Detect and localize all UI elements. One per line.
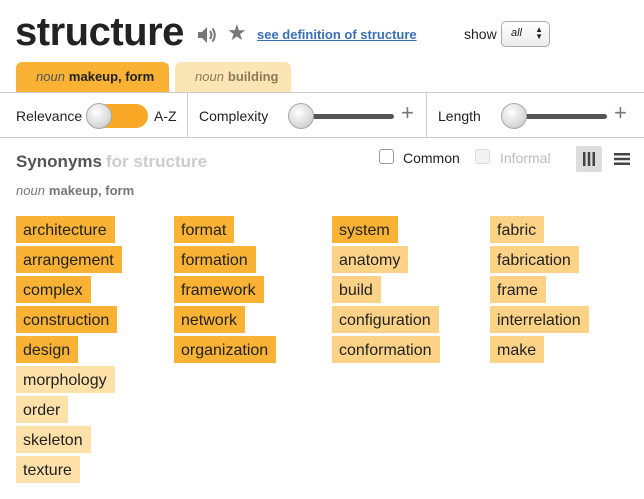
column-view-button[interactable] [576, 146, 602, 172]
tab-makeup-form[interactable]: noun makeup, form [16, 62, 169, 92]
page-title: structure [15, 10, 184, 54]
definition-link[interactable]: see definition of structure [257, 27, 417, 42]
synonym-link[interactable]: texture [16, 456, 80, 483]
synonym-link[interactable]: architecture [16, 216, 115, 243]
synonym-link[interactable]: arrangement [16, 246, 122, 273]
list-icon [614, 153, 630, 165]
divider [187, 93, 188, 137]
length-label: Length [438, 108, 481, 124]
synonym-link[interactable]: network [174, 306, 246, 333]
list-view-button[interactable] [609, 146, 635, 172]
select-arrows-icon: ▲ ▼ [535, 25, 543, 41]
show-select[interactable]: all ▲ ▼ [501, 21, 550, 47]
show-select-value: all [511, 27, 523, 39]
synonym-link[interactable]: fabrication [490, 246, 579, 273]
informal-checkbox[interactable] [475, 149, 490, 164]
tab-building[interactable]: noun building [175, 62, 291, 92]
length-slider[interactable] [501, 103, 607, 129]
sense-text: makeup, form [48, 183, 135, 198]
az-label: A-Z [154, 108, 177, 124]
slider-track [513, 114, 607, 119]
toggle-knob[interactable] [86, 103, 112, 129]
star-icon[interactable]: ★ [227, 20, 247, 45]
slider-knob[interactable] [501, 103, 527, 129]
synonym-link[interactable]: frame [490, 276, 546, 303]
synonym-link[interactable]: fabric [490, 216, 545, 243]
slider-track [300, 114, 394, 119]
sense-subheading: noun makeup, form [16, 183, 134, 198]
complexity-slider[interactable] [288, 103, 394, 129]
synonym-column-3: system anatomy build configuration conformat… [332, 216, 440, 366]
synonym-link[interactable]: framework [174, 276, 264, 303]
synonym-link[interactable]: system [332, 216, 398, 243]
synonym-link[interactable]: interrelation [490, 306, 589, 333]
synonym-link[interactable]: make [490, 336, 545, 363]
synonym-link[interactable]: format [174, 216, 235, 243]
tab-pos: noun [36, 69, 65, 84]
common-checkbox[interactable] [379, 149, 394, 164]
tab-sense: makeup, form [68, 69, 155, 84]
synonym-link[interactable]: order [16, 396, 69, 423]
common-label: Common [403, 150, 460, 166]
synonym-link[interactable]: organization [174, 336, 277, 363]
sort-toggle[interactable] [86, 103, 148, 129]
synonym-link[interactable]: conformation [332, 336, 440, 363]
speaker-icon[interactable] [196, 24, 218, 46]
synonym-column-2: format formation framework network organizat… [174, 216, 277, 366]
complexity-plus-icon[interactable]: + [401, 100, 414, 125]
synonyms-heading-for: for structure [105, 152, 208, 171]
synonym-link[interactable]: design [16, 336, 79, 363]
synonym-link[interactable]: build [332, 276, 381, 303]
synonyms-heading: Synonyms for structure [16, 152, 207, 172]
synonym-link[interactable]: configuration [332, 306, 439, 333]
synonym-link[interactable]: complex [16, 276, 91, 303]
synonym-link[interactable]: formation [174, 246, 256, 273]
tab-sense: building [227, 69, 279, 84]
filter-bar: Relevance A-Z Complexity + Length + [0, 92, 644, 138]
synonym-link[interactable]: skeleton [16, 426, 91, 453]
tab-pos: noun [195, 69, 224, 84]
informal-label: Informal [500, 150, 551, 166]
sense-pos: noun [16, 183, 45, 198]
synonym-link[interactable]: anatomy [332, 246, 409, 273]
synonym-column-1: architecture arrangement complex constructi… [16, 216, 122, 486]
relevance-label: Relevance [16, 108, 83, 124]
slider-knob[interactable] [288, 103, 314, 129]
columns-icon [583, 152, 595, 166]
show-label: show [464, 26, 497, 42]
synonyms-heading-text: Synonyms [16, 152, 102, 171]
synonym-link[interactable]: morphology [16, 366, 115, 393]
divider [426, 93, 427, 137]
length-plus-icon[interactable]: + [614, 100, 627, 125]
complexity-label: Complexity [199, 108, 269, 124]
synonym-column-4: fabric fabrication frame interrelation make [490, 216, 589, 366]
synonym-link[interactable]: construction [16, 306, 118, 333]
